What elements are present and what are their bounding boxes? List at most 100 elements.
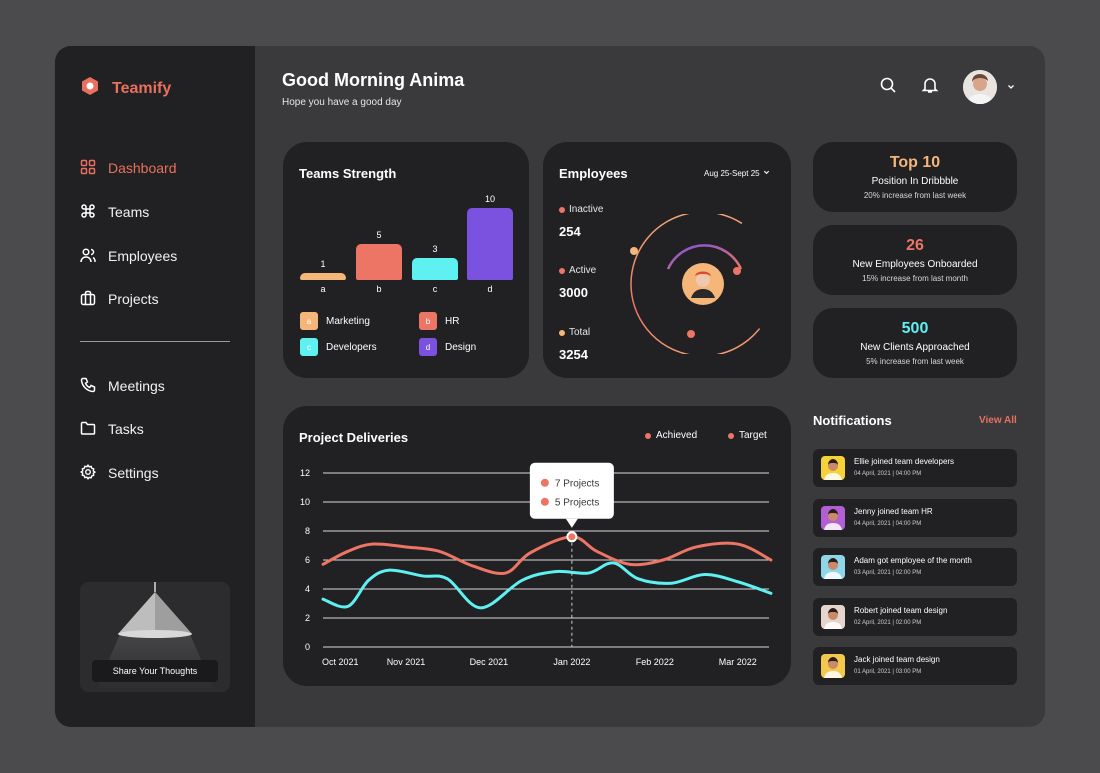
- inactive-label-text: Inactive: [569, 204, 604, 215]
- briefcase-icon: [80, 290, 96, 309]
- sidebar-item-label: Dashboard: [108, 160, 177, 176]
- legend-item-marketing: a Marketing: [300, 312, 370, 330]
- notification-text: Adam got employee of the month: [854, 556, 972, 565]
- sidebar-item-tasks[interactable]: Tasks: [80, 418, 240, 440]
- x-tick-label: Jan 2022: [553, 657, 590, 667]
- user-avatar-icon: [821, 555, 845, 579]
- legend-dot: [645, 432, 651, 439]
- bar-category-label: b: [376, 284, 382, 294]
- gear-icon: [80, 463, 97, 483]
- bar-a[interactable]: [300, 272, 346, 280]
- notification-date: 03 April, 2021 | 02:00 PM: [854, 570, 922, 576]
- status-dot: [559, 206, 565, 213]
- active-value: 3000: [559, 285, 588, 300]
- y-tick-label: 0: [305, 642, 310, 652]
- x-tick-label: Mar 2022: [719, 657, 757, 667]
- sidebar-item-label: Employees: [108, 248, 178, 264]
- legend-item-hr: b HR: [419, 312, 459, 330]
- legend-label: Developers: [326, 341, 377, 353]
- share-thoughts-card: Share Your Thoughts: [80, 582, 230, 692]
- notification-item[interactable]: Adam got employee of the month 03 April, …: [813, 548, 1017, 586]
- user-avatar-icon: [821, 456, 845, 480]
- avatar: [963, 70, 997, 104]
- notification-text: Ellie joined team developers: [854, 457, 955, 466]
- status-dot: [559, 329, 565, 336]
- teams-strength-card: Teams Strength 1 a 5 b 3 c 10 d a Marketing b H…: [283, 142, 529, 378]
- folder-icon: [80, 420, 96, 439]
- grid-icon: [80, 159, 96, 178]
- brand-name: Teamify: [112, 79, 172, 97]
- notifications-title: Notifications: [813, 413, 892, 428]
- bar-d[interactable]: [467, 208, 513, 280]
- teams-strength-title: Teams Strength: [299, 166, 397, 181]
- legend-label: Target: [739, 430, 767, 441]
- bar-b[interactable]: [356, 244, 402, 280]
- header-actions: [879, 70, 1015, 104]
- achieved-series-line: [321, 535, 773, 576]
- bar-category-label: a: [320, 284, 326, 294]
- app-window: Teamify Dashboard Teams Employees Projec…: [55, 46, 1045, 727]
- page-subtitle: Hope you have a good day: [282, 97, 402, 108]
- user-avatar-icon: [821, 654, 845, 678]
- sidebar-divider: [80, 341, 230, 342]
- bar-value-label: 1: [320, 258, 326, 269]
- bar-category-label: d: [487, 284, 493, 294]
- stat-card-clients: 500 New Clients Approached 5% increase f…: [813, 308, 1017, 378]
- hexagon-logo-icon: [80, 76, 100, 101]
- notification-text: Jack joined team design: [854, 655, 940, 664]
- sidebar-item-projects[interactable]: Projects: [80, 288, 240, 310]
- notification-item[interactable]: Jenny joined team HR 04 April, 2021 | 04:…: [813, 499, 1017, 537]
- sidebar-item-label: Tasks: [108, 421, 144, 437]
- stat-label: Position In Dribbble: [871, 176, 959, 187]
- sidebar-item-label: Projects: [108, 291, 159, 307]
- legend-label: Achieved: [656, 430, 698, 441]
- stat-sub: 15% increase from last month: [862, 274, 968, 283]
- y-tick-label: 8: [305, 526, 310, 536]
- inactive-value: 254: [559, 224, 581, 239]
- stat-card-dribbble: Top 10 Position In Dribbble 20% increase…: [813, 142, 1017, 212]
- legend-item-developers: c Developers: [300, 338, 377, 356]
- bell-icon[interactable]: [921, 76, 939, 99]
- active-label: Active: [559, 265, 596, 276]
- notification-item[interactable]: Jack joined team design 01 April, 2021 | …: [813, 647, 1017, 685]
- user-avatar-icon: [821, 605, 845, 629]
- project-deliveries-card: Project Deliveries Achieved Target 0 2 4 6 8…: [283, 406, 791, 686]
- notification-item[interactable]: Robert joined team design 02 April, 2021 …: [813, 598, 1017, 636]
- share-thoughts-button[interactable]: Share Your Thoughts: [92, 660, 218, 682]
- notification-item[interactable]: Ellie joined team developers 04 April, 20…: [813, 449, 1017, 487]
- bar-value-label: 5: [376, 230, 382, 240]
- users-icon: [80, 247, 96, 266]
- date-range-select[interactable]: Aug 25-Sept 25: [704, 169, 770, 178]
- brand[interactable]: Teamify: [80, 76, 171, 101]
- legend-label: HR: [445, 315, 460, 327]
- view-all-link[interactable]: View All: [979, 415, 1017, 426]
- legend-label: Marketing: [326, 315, 370, 327]
- search-icon[interactable]: [879, 76, 897, 99]
- sidebar-item-label: Settings: [108, 465, 159, 481]
- sidebar-item-meetings[interactable]: Meetings: [80, 375, 240, 397]
- stat-label: New Clients Approached: [860, 342, 970, 353]
- legend-swatch: c: [300, 338, 318, 356]
- x-tick-label: Dec 2021: [470, 657, 509, 667]
- inactive-label: Inactive: [559, 204, 603, 215]
- notification-date: 04 April, 2021 | 04:00 PM: [854, 521, 922, 527]
- sidebar-item-employees[interactable]: Employees: [80, 245, 240, 267]
- notification-date: 02 April, 2021 | 02:00 PM: [854, 620, 922, 626]
- sidebar-item-dashboard[interactable]: Dashboard: [80, 157, 240, 179]
- employees-card: Employees Aug 25-Sept 25 Inactive 254 Ac…: [543, 142, 791, 378]
- project-deliveries-title: Project Deliveries: [299, 430, 409, 445]
- total-label-text: Total: [569, 327, 591, 338]
- profile-menu[interactable]: [963, 70, 1015, 104]
- notification-text: Jenny joined team HR: [854, 507, 933, 516]
- employees-orbit-graphic: [630, 214, 776, 354]
- bar-c[interactable]: [412, 258, 458, 280]
- total-value: 3254: [559, 347, 588, 362]
- legend-swatch: b: [419, 312, 437, 330]
- x-tick-label: Feb 2022: [636, 657, 674, 667]
- sidebar-item-label: Meetings: [108, 378, 165, 394]
- sidebar-item-teams[interactable]: Teams: [80, 201, 240, 223]
- user-avatar-icon: [821, 506, 845, 530]
- active-label-text: Active: [569, 265, 597, 276]
- notification-date: 04 April, 2021 | 04:00 PM: [854, 471, 922, 477]
- sidebar-item-settings[interactable]: Settings: [80, 462, 240, 484]
